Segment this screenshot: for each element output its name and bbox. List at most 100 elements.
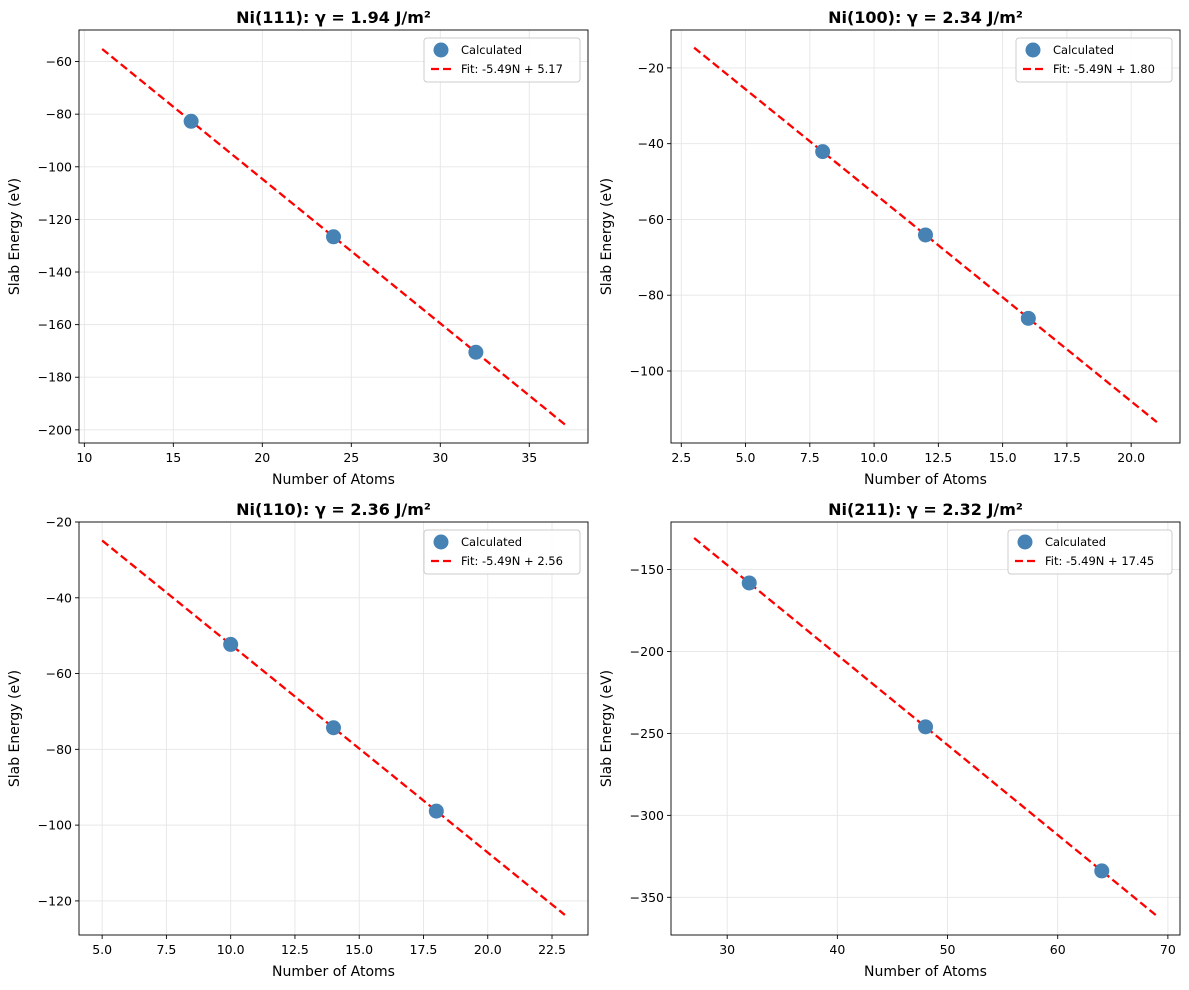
fit-line — [693, 537, 1158, 917]
y-axis-label: Slab Energy (eV) — [599, 178, 615, 295]
y-tick-label: −300 — [630, 808, 664, 823]
legend-label-calculated: Calculated — [1053, 43, 1114, 57]
chart-panel-2: 2.5 5.0 7.5 10.0 12.5 15.0 17.5 20.0 −100 −80 −60 −… — [599, 8, 1181, 488]
fit-line — [101, 48, 566, 426]
y-axis-label: Slab Energy (eV) — [599, 670, 615, 787]
y-tick-label: −160 — [38, 317, 72, 332]
x-tick-label: 10 — [76, 450, 92, 465]
x-tick-label: 7.5 — [800, 450, 820, 465]
y-tick-label: −250 — [630, 726, 664, 741]
legend-box — [423, 37, 581, 83]
x-tick-label: 17.5 — [410, 942, 438, 957]
y-tick-label: −100 — [630, 364, 664, 379]
data-point — [223, 636, 239, 652]
x-tick-label: 10.0 — [217, 942, 245, 957]
x-tick-label: 5.0 — [92, 942, 112, 957]
y-tick-label: −150 — [630, 562, 664, 577]
x-tick-label: 35 — [521, 450, 537, 465]
chart-title: Ni(111): γ = 1.94 J/m² — [236, 8, 431, 27]
y-axis-label: Slab Energy (eV) — [7, 178, 23, 295]
axes-frame — [670, 521, 1181, 936]
legend-label-fit: Fit: -5.49N + 1.80 — [1053, 62, 1155, 76]
legend-label-calculated: Calculated — [461, 43, 522, 57]
y-tick-label: −120 — [38, 212, 72, 227]
legend-label-calculated: Calculated — [461, 535, 522, 549]
data-point — [1020, 310, 1036, 326]
x-axis-label: Number of Atoms — [272, 964, 395, 980]
y-tick-label: −40 — [638, 136, 664, 151]
y-tick-label: −80 — [46, 742, 72, 757]
legend-marker-calculated — [1025, 42, 1041, 58]
y-tick-label: −20 — [46, 515, 72, 530]
legend-marker-calculated — [1017, 534, 1033, 550]
y-tick-label: −60 — [46, 54, 72, 69]
data-point — [815, 144, 831, 160]
y-tick-label: −60 — [638, 212, 664, 227]
data-point — [428, 803, 444, 819]
legend-label-fit: Fit: -5.49N + 17.45 — [1045, 554, 1154, 568]
y-tick-label: −80 — [638, 288, 664, 303]
x-tick-label: 15.0 — [345, 942, 373, 957]
chart-panel-1: 10 15 20 25 30 35 −200 −180 −160 −140 −120 −100 −80 −… — [7, 8, 589, 488]
data-point — [741, 575, 757, 591]
chart-title: Ni(110): γ = 2.36 J/m² — [236, 500, 431, 519]
y-tick-label: −350 — [630, 890, 664, 905]
chart-panel-4: 30 40 50 60 70 −350 −300 −250 −200 −150 Ni(211): γ… — [599, 500, 1181, 980]
data-point — [326, 720, 341, 736]
legend-label-calculated: Calculated — [1045, 535, 1106, 549]
y-tick-label: −20 — [638, 60, 664, 75]
legend-box — [1015, 37, 1173, 83]
legend-marker-calculated — [433, 42, 449, 58]
axes-frame — [78, 521, 589, 936]
x-axis-label: Number of Atoms — [864, 472, 987, 488]
legend-box — [423, 529, 581, 575]
x-axis-label: Number of Atoms — [272, 472, 395, 488]
x-axis-label: Number of Atoms — [864, 964, 987, 980]
y-axis-label: Slab Energy (eV) — [7, 670, 23, 787]
data-point — [183, 113, 199, 129]
data-point — [918, 227, 933, 243]
x-tick-label: 70 — [1160, 942, 1176, 957]
x-tick-label: 12.5 — [924, 450, 952, 465]
chart-panel-3: 5.0 7.5 10.0 12.5 15.0 17.5 20.0 22.5 −120 −100 −8… — [7, 500, 589, 980]
y-tick-label: −100 — [38, 818, 72, 833]
x-tick-label: 10.0 — [860, 450, 888, 465]
data-point — [1094, 863, 1110, 879]
legend-box — [1007, 529, 1173, 575]
y-tick-label: −60 — [46, 666, 72, 681]
y-tick-label: −140 — [38, 265, 72, 280]
y-tick-label: −200 — [38, 422, 72, 437]
x-tick-label: 17.5 — [1053, 450, 1081, 465]
x-tick-label: 25 — [343, 450, 359, 465]
x-tick-label: 30 — [432, 450, 448, 465]
x-tick-label: 15 — [165, 450, 181, 465]
y-tick-label: −80 — [46, 107, 72, 122]
x-tick-label: 20.0 — [1117, 450, 1145, 465]
data-point — [326, 229, 341, 245]
x-tick-label: 60 — [1050, 942, 1066, 957]
y-tick-label: −40 — [46, 590, 72, 605]
x-tick-label: 2.5 — [671, 450, 691, 465]
data-point — [468, 344, 484, 360]
axes-frame — [670, 29, 1181, 444]
fit-line — [693, 46, 1158, 424]
x-tick-label: 15.0 — [989, 450, 1017, 465]
x-tick-label: 40 — [829, 942, 845, 957]
data-point — [918, 719, 933, 735]
x-tick-label: 7.5 — [156, 942, 176, 957]
legend-marker-calculated — [433, 534, 449, 550]
x-tick-label: 12.5 — [281, 942, 309, 957]
x-tick-label: 5.0 — [736, 450, 756, 465]
fit-line — [101, 539, 566, 916]
legend-label-fit: Fit: -5.49N + 5.17 — [461, 62, 563, 76]
y-tick-label: −100 — [38, 159, 72, 174]
x-tick-label: 20 — [254, 450, 270, 465]
legend-label-fit: Fit: -5.49N + 2.56 — [461, 554, 563, 568]
chart-title: Ni(100): γ = 2.34 J/m² — [828, 8, 1023, 27]
chart-title: Ni(211): γ = 2.32 J/m² — [828, 500, 1023, 519]
x-tick-label: 50 — [940, 942, 956, 957]
x-tick-label: 22.5 — [538, 942, 566, 957]
x-tick-label: 20.0 — [474, 942, 502, 957]
